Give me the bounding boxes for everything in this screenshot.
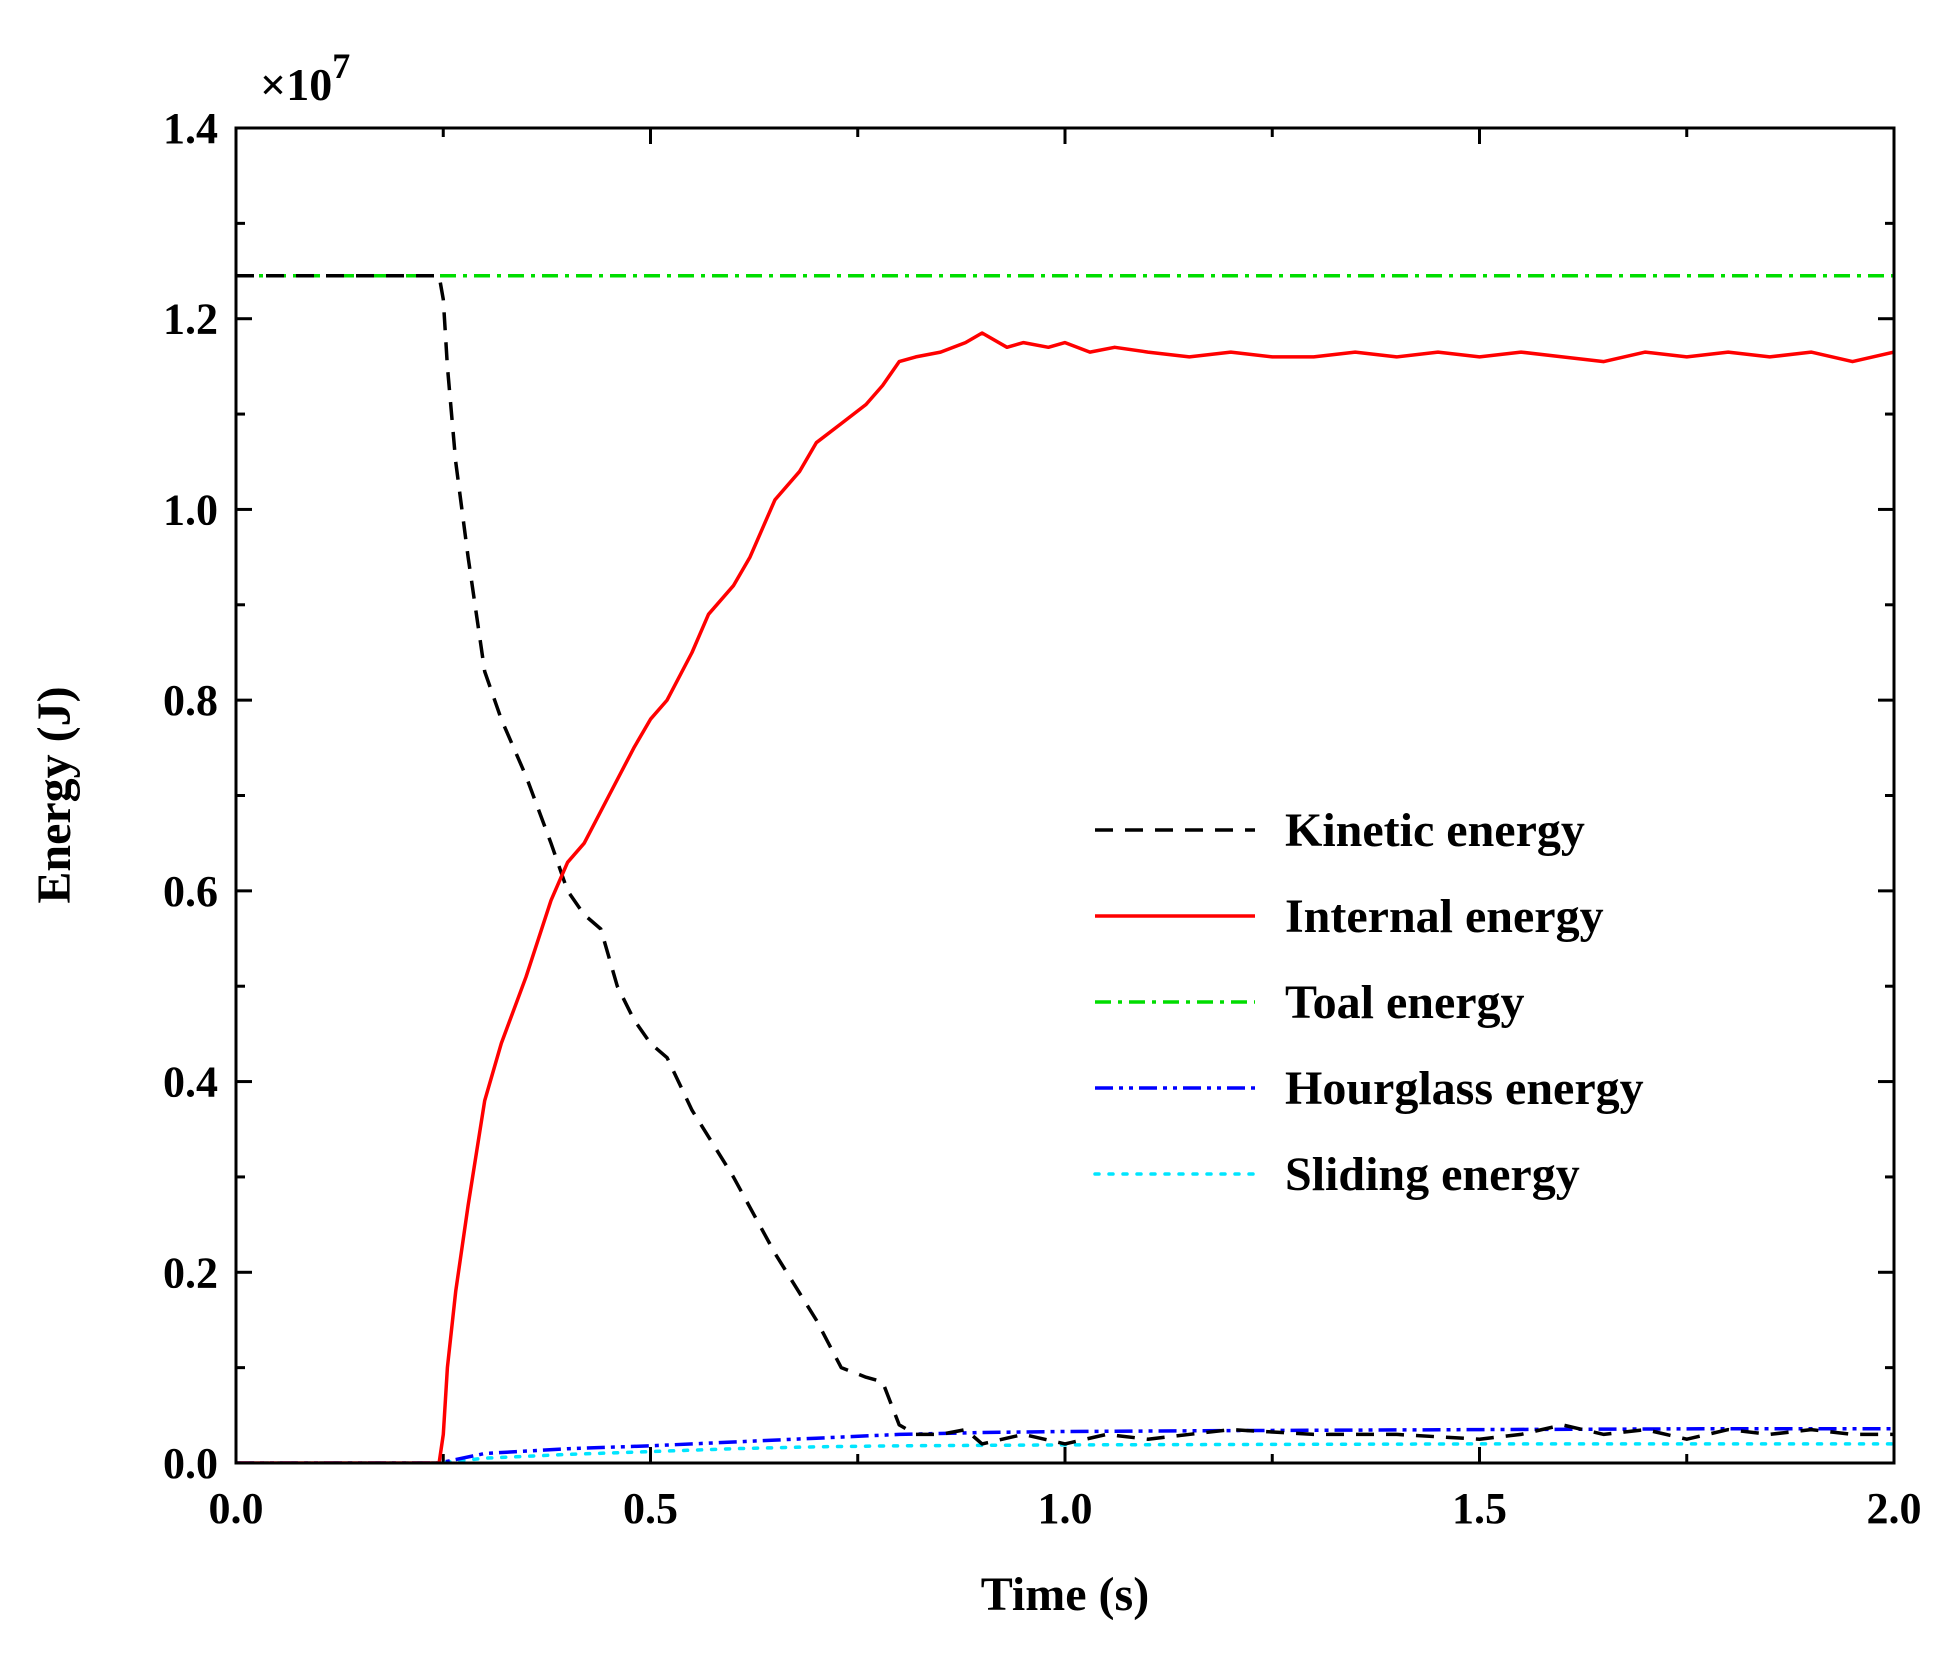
legend-label: Kinetic energy [1285,804,1585,857]
x-axis-title: Time (s) [981,1568,1149,1621]
y-scale-base: ×10 [260,59,332,110]
x-tick-label: 1.0 [1038,1484,1093,1533]
legend-label: Sliding energy [1285,1148,1580,1201]
x-tick-label: 1.5 [1452,1484,1507,1533]
series-line-kinetic-energy [236,274,1894,1446]
tick-labels: 0.0 0.5 1.0 1.5 2.0 0.0 0.2 0.4 0.6 0.8 1.0 1.2 1.4 [163,104,1922,1533]
legend-label: Toal energy [1285,976,1525,1029]
y-tick-label: 0.0 [163,1439,218,1488]
series-line-sliding-energy [236,1442,1894,1463]
plot-frame [234,126,1896,1465]
legend-label: Internal energy [1285,890,1604,943]
x-tick-label: 0.5 [623,1484,678,1533]
x-tick-label: 0.0 [209,1484,264,1533]
legend: Kinetic energy Internal energy Toal energy… [1093,804,1644,1201]
series-line-hourglass-energy [236,1426,1894,1463]
axis-ticks [234,126,1896,1465]
y-tick-label: 1.0 [163,485,218,534]
y-tick-label: 0.8 [163,676,218,725]
series-line-internal-energy [236,331,1894,1463]
y-scale-label: ×107 [260,46,350,110]
y-tick-label: 1.4 [163,104,218,153]
series-lines [236,274,1894,1463]
x-tick-label: 2.0 [1867,1484,1922,1533]
y-tick-label: 1.2 [163,295,218,344]
y-axis-title: Energy (J) [28,686,81,903]
y-tick-label: 0.6 [163,867,218,916]
y-scale-exponent: 7 [332,46,350,86]
y-tick-label: 0.4 [163,1058,218,1107]
y-tick-label: 0.2 [163,1248,218,1297]
legend-label: Hourglass energy [1285,1062,1644,1115]
